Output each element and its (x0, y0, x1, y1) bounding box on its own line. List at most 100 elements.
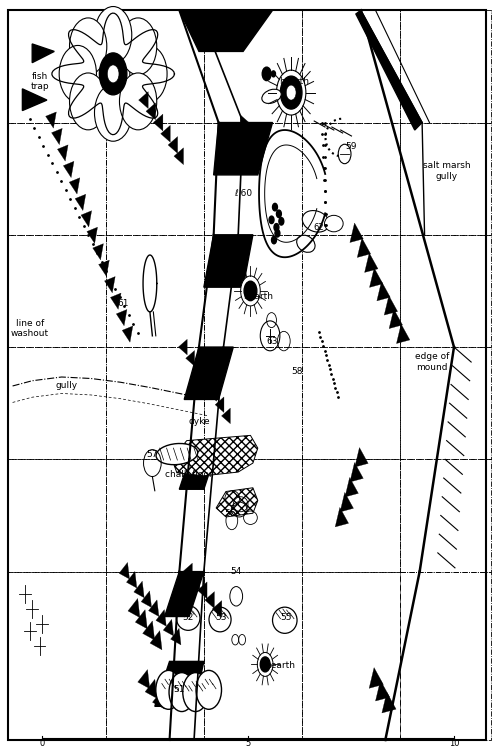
Bar (7, 459, 106, 572)
Text: 53: 53 (215, 614, 227, 623)
Circle shape (260, 657, 270, 672)
Polygon shape (215, 397, 224, 412)
Bar (400, 459, 491, 572)
Circle shape (95, 84, 132, 141)
Circle shape (276, 70, 306, 115)
Text: hearth: hearth (265, 661, 295, 670)
Circle shape (279, 218, 284, 225)
Polygon shape (152, 690, 165, 709)
Circle shape (120, 73, 157, 130)
Polygon shape (75, 195, 86, 210)
Polygon shape (143, 621, 155, 640)
Polygon shape (128, 599, 140, 618)
Polygon shape (171, 628, 181, 645)
Text: hearth: hearth (243, 292, 273, 301)
Polygon shape (122, 326, 133, 342)
Text: 54: 54 (230, 567, 242, 576)
Bar (400, 572, 491, 740)
Polygon shape (58, 145, 68, 161)
Polygon shape (369, 667, 383, 688)
Polygon shape (180, 11, 272, 51)
Text: fish
trap: fish trap (30, 72, 49, 91)
Polygon shape (126, 572, 137, 588)
Bar (204, 459, 302, 572)
Text: 52: 52 (183, 614, 194, 623)
Circle shape (107, 65, 119, 83)
Circle shape (156, 670, 182, 710)
Bar (7, 11, 106, 123)
Polygon shape (350, 462, 363, 482)
Polygon shape (150, 630, 162, 650)
Circle shape (95, 7, 132, 63)
Bar (302, 123, 400, 234)
Polygon shape (168, 136, 178, 153)
Ellipse shape (156, 443, 198, 464)
Polygon shape (180, 459, 214, 489)
Text: ℓ 60: ℓ 60 (234, 189, 252, 198)
Bar (302, 234, 400, 347)
Polygon shape (145, 679, 157, 698)
Polygon shape (146, 103, 156, 120)
Polygon shape (216, 488, 258, 517)
Bar (106, 572, 204, 740)
Text: gully: gully (56, 382, 77, 391)
Text: 5: 5 (246, 739, 250, 748)
Polygon shape (119, 562, 129, 579)
Polygon shape (52, 128, 62, 145)
Polygon shape (365, 253, 378, 272)
Circle shape (244, 281, 257, 301)
Bar (7, 347, 106, 459)
Bar (7, 234, 106, 347)
Polygon shape (111, 293, 121, 309)
Polygon shape (179, 339, 187, 355)
Circle shape (276, 210, 281, 218)
Polygon shape (197, 582, 207, 599)
Polygon shape (174, 148, 184, 164)
Circle shape (274, 224, 279, 231)
Polygon shape (172, 435, 258, 476)
Polygon shape (389, 309, 403, 329)
Polygon shape (184, 347, 233, 400)
Polygon shape (161, 125, 170, 143)
Bar (400, 11, 491, 123)
Polygon shape (163, 619, 174, 636)
Polygon shape (204, 234, 253, 287)
Bar (204, 347, 302, 459)
Bar (7, 572, 106, 740)
Polygon shape (208, 386, 217, 401)
Ellipse shape (324, 216, 343, 231)
Bar (400, 234, 491, 347)
Polygon shape (240, 115, 249, 130)
Text: salt marsh
gully: salt marsh gully (423, 161, 470, 181)
Polygon shape (46, 112, 57, 128)
Polygon shape (200, 373, 209, 388)
Polygon shape (69, 178, 80, 194)
Circle shape (272, 204, 277, 211)
Polygon shape (212, 601, 222, 618)
Polygon shape (134, 581, 144, 598)
Ellipse shape (302, 210, 329, 232)
Polygon shape (165, 572, 204, 617)
Text: 58: 58 (291, 366, 303, 375)
Text: 55: 55 (280, 614, 292, 623)
Text: 61: 61 (117, 299, 128, 308)
Polygon shape (345, 477, 359, 497)
Polygon shape (335, 507, 349, 527)
Text: line of
washout: line of washout (11, 319, 49, 338)
Polygon shape (116, 309, 127, 326)
Polygon shape (153, 114, 163, 131)
Polygon shape (155, 661, 204, 706)
Polygon shape (357, 238, 371, 257)
Text: hearth: hearth (280, 77, 310, 86)
Polygon shape (141, 591, 152, 608)
Circle shape (169, 673, 194, 712)
Polygon shape (138, 670, 150, 688)
Text: 51: 51 (174, 685, 185, 694)
Circle shape (275, 229, 280, 237)
Text: 0: 0 (39, 739, 45, 748)
Bar (204, 11, 302, 123)
Bar (106, 11, 204, 123)
Circle shape (280, 76, 302, 109)
Polygon shape (93, 244, 103, 260)
Bar (400, 347, 491, 459)
